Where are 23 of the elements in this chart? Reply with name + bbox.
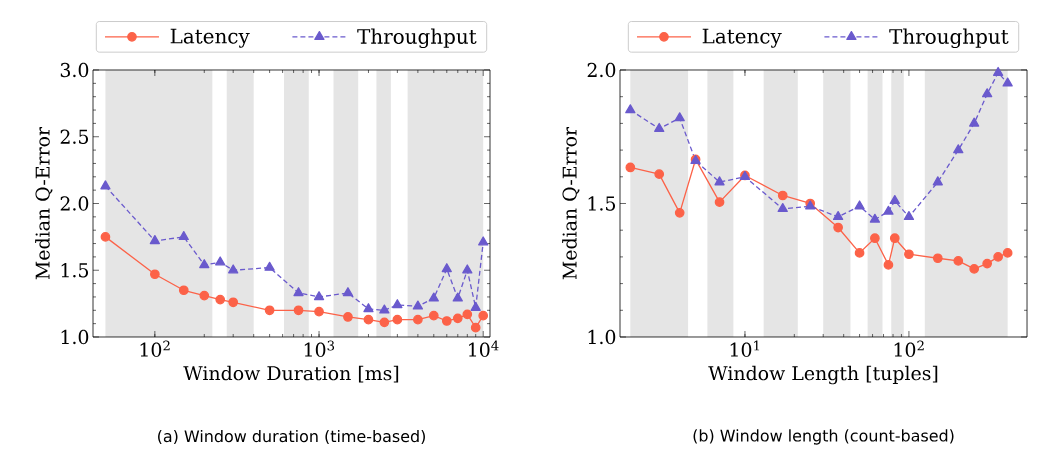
x-axis-title: Window Length [tuples] xyxy=(708,365,938,385)
legend-label: Throughput xyxy=(357,28,477,49)
y-tick-label: 1.0 xyxy=(61,329,89,345)
legend-label: Latency xyxy=(170,28,250,48)
y-axis-title: Median Q-Error xyxy=(562,126,580,280)
y-axis-title: Median Q-Error xyxy=(35,126,53,280)
legend-label: Throughput xyxy=(889,28,1009,49)
x-tick-label: 10$^{4}$ xyxy=(469,340,499,357)
y-tick-label: 1.5 xyxy=(61,263,89,278)
x-tick-label: 10$^{2}$ xyxy=(140,340,170,357)
y-tick-label: 1.0 xyxy=(588,329,616,345)
x-tick-label: 10$^{2}$ xyxy=(894,340,924,357)
y-tick-label: 3.0 xyxy=(60,62,89,78)
text: (a) Window duration (time-based) xyxy=(158,429,425,445)
legend-label: Latency xyxy=(702,28,782,48)
y-tick-label: 1.5 xyxy=(588,196,616,211)
y-tick-label: 2.0 xyxy=(587,62,616,78)
x-tick-label: 10$^{1}$ xyxy=(730,340,760,357)
y-tick-label: 2.0 xyxy=(60,196,89,211)
x-axis-title: Window Duration [ms] xyxy=(183,365,399,383)
text: (b) Window length (count-based) xyxy=(693,429,954,445)
y-tick-label: 2.5 xyxy=(60,129,89,144)
x-tick-label: 10$^{3}$ xyxy=(304,340,335,357)
